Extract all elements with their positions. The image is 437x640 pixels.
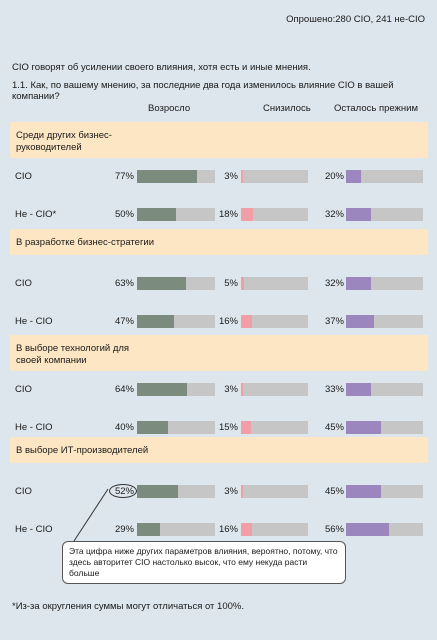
value-label-increased: 77% [114,171,134,182]
bar-decreased [241,485,243,498]
row-label: Не - CIO [15,524,53,535]
row-label: Не - CIO [15,422,53,433]
bar-decreased [241,170,243,183]
bar-track [346,170,423,183]
value-label-unchanged: 37% [324,316,344,327]
value-label-unchanged: 56% [324,524,344,535]
bar-track [346,523,423,536]
value-label-decreased: 3% [224,171,238,182]
group-title: В разработке бизнес-стратегии [16,237,155,248]
bar-track [241,170,308,183]
bar-track [241,523,308,536]
annotation-callout: Эта цифра ниже других параметров влияния… [62,541,346,584]
bar-track [346,485,423,498]
column-header-decreased: Снизилось [263,103,311,114]
bar-decreased [241,315,252,328]
bar-track [241,315,308,328]
bar-track [241,485,308,498]
bar-track [346,421,423,434]
bar-increased [137,170,197,183]
question-text: 1.1. Как, по вашему мнению, за последние… [12,80,394,102]
bar-unchanged [346,277,371,290]
value-label-decreased: 15% [218,422,238,433]
row-label: CIO [15,171,32,182]
value-label-increased: 63% [114,278,134,289]
group-band: В выборе ИТ-производителей [10,437,428,463]
value-label-decreased: 3% [224,486,238,497]
bar-decreased [241,383,243,396]
value-label-unchanged: 20% [324,171,344,182]
bar-increased [137,208,176,221]
group-title: В выборе ИТ-производителей [16,445,149,456]
bar-track [346,277,423,290]
value-label-increased: 47% [114,316,134,327]
value-label-decreased: 3% [224,384,238,395]
sample-size: Опрошено:280 CIO, 241 не-CIO [286,14,425,25]
lead-text: CIO говорят об усилении своего влияния, … [12,62,311,73]
bar-increased [137,315,174,328]
value-label-unchanged: 32% [324,209,344,220]
bar-track [137,208,215,221]
group-band: В разработке бизнес-стратегии [10,229,428,255]
value-label-decreased: 16% [218,316,238,327]
value-label-decreased: 16% [218,524,238,535]
bar-track [241,208,308,221]
bar-unchanged [346,523,389,536]
value-label-increased: 40% [114,422,134,433]
bar-decreased [241,523,252,536]
bar-track [346,208,423,221]
bar-track [346,315,423,328]
bar-increased [137,485,178,498]
bar-track [137,421,215,434]
bar-unchanged [346,170,361,183]
value-label-increased: 29% [114,524,134,535]
bar-track [241,421,308,434]
value-label-unchanged: 33% [324,384,344,395]
bar-unchanged [346,208,371,221]
group-title: Среди других бизнес-руководителей [16,130,112,153]
value-label-decreased: 5% [224,278,238,289]
value-label-increased: 64% [114,384,134,395]
bar-track [137,523,215,536]
bar-increased [137,277,186,290]
value-label-unchanged: 32% [324,278,344,289]
group-title: В выборе технологий для своей компании [16,343,130,366]
group-band: Среди других бизнес-руководителей [10,122,428,158]
row-label: Не - CIO [15,316,53,327]
value-label-unchanged: 45% [324,422,344,433]
row-label: CIO [15,486,32,497]
bar-track [137,170,215,183]
value-label-unchanged: 45% [324,486,344,497]
bar-increased [137,383,187,396]
bar-unchanged [346,485,381,498]
value-label-decreased: 18% [218,209,238,220]
bar-track [241,277,308,290]
group-band: В выборе технологий для своей компании [10,335,428,371]
bar-unchanged [346,315,374,328]
column-header-increased: Возросло [148,103,191,114]
bar-track [241,383,308,396]
row-label: CIO [15,278,32,289]
bar-unchanged [346,421,381,434]
row-label: Не - CIO* [15,209,57,220]
bar-increased [137,421,168,434]
value-label-increased: 50% [114,209,134,220]
bar-increased [137,523,160,536]
column-header-unchanged: Осталось прежним [334,103,418,114]
row-label: CIO [15,384,32,395]
footnote: *Из-за округления суммы могут отличаться… [12,601,244,612]
bar-decreased [241,277,244,290]
bar-track [346,383,423,396]
bar-track [137,383,215,396]
highlight-circle [109,484,137,498]
bar-track [137,277,215,290]
bar-decreased [241,208,253,221]
bar-unchanged [346,383,371,396]
bar-decreased [241,421,251,434]
bar-track [137,485,215,498]
bar-track [137,315,215,328]
